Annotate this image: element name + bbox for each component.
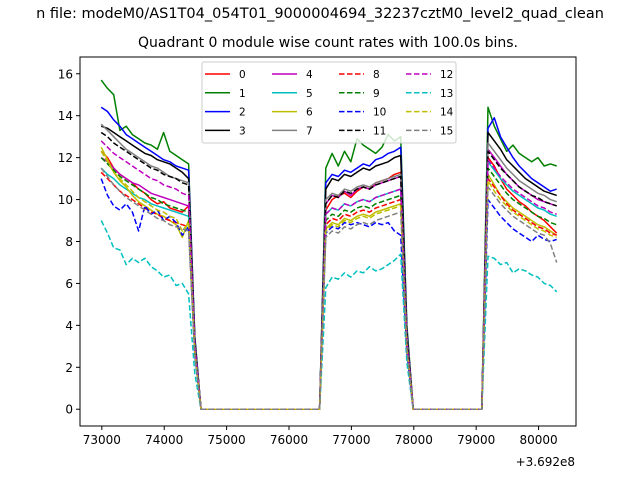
legend-box (201, 61, 457, 144)
y-axis: 0 2 4 6 8 10 12 14 16 (58, 67, 80, 417)
x-tick-label: 75000 (208, 433, 246, 447)
legend-item-4: 4 (272, 69, 313, 81)
series-line-12 (100, 140, 557, 410)
legend-label: 11 (373, 125, 386, 137)
y-tick-label: 0 (65, 403, 73, 417)
legend-label: 8 (373, 69, 380, 81)
legend-label: 14 (440, 107, 454, 119)
series-line-15 (100, 167, 558, 410)
x-offset-label: +3.692e8 (516, 455, 575, 469)
series-line-11 (100, 131, 557, 410)
legend-item-14: 14 (406, 107, 454, 119)
legend-label: 5 (306, 88, 313, 100)
y-tick-label: 16 (58, 67, 73, 81)
x-tick-label: 77000 (332, 433, 370, 447)
legend-item-7: 7 (272, 125, 313, 137)
legend-label: 12 (440, 69, 453, 81)
legend-label: 6 (306, 107, 313, 119)
legend-item-12: 12 (406, 69, 453, 81)
x-axis: 73000 74000 75000 76000 77000 78000 79000 80000 (83, 426, 558, 447)
legend-label: 13 (440, 88, 453, 100)
legend-label: 0 (239, 69, 246, 81)
x-tick-label: 79000 (457, 433, 495, 447)
figure-suptitle: n file: modeM0/AS1T04_054T01_9000004694_… (36, 6, 604, 22)
chart-title: Quadrant 0 module wise count rates with … (138, 35, 518, 51)
x-tick-label: 74000 (145, 433, 183, 447)
legend-label: 3 (239, 125, 246, 137)
y-tick-label: 10 (58, 193, 73, 207)
legend-item-9: 9 (339, 88, 380, 100)
series-line-13 (100, 220, 558, 410)
legend-item-13: 13 (406, 88, 453, 100)
legend-label: 10 (373, 107, 386, 119)
legend-item-2: 2 (205, 107, 246, 119)
legend-item-1: 1 (205, 88, 246, 100)
legend-item-6: 6 (272, 107, 313, 119)
legend-label: 15 (440, 125, 453, 137)
y-tick-label: 8 (65, 235, 73, 249)
legend-label: 2 (239, 107, 246, 119)
legend-item-10: 10 (339, 107, 386, 119)
y-tick-label: 12 (58, 151, 73, 165)
legend-label: 9 (373, 88, 380, 100)
y-tick-label: 14 (58, 109, 73, 123)
legend-item-0: 0 (205, 69, 246, 81)
legend-item-11: 11 (339, 125, 386, 137)
legend-label: 4 (306, 69, 313, 81)
legend-item-15: 15 (406, 125, 453, 137)
plot-area (100, 79, 558, 410)
legend-item-8: 8 (339, 69, 380, 81)
x-tick-label: 73000 (83, 433, 121, 447)
legend-item-5: 5 (272, 88, 313, 100)
x-tick-label: 78000 (395, 433, 433, 447)
y-tick-label: 2 (65, 361, 73, 375)
y-tick-label: 6 (65, 277, 73, 291)
legend-item-3: 3 (205, 125, 246, 137)
series-line-14 (100, 150, 557, 410)
legend-label: 1 (239, 88, 246, 100)
x-tick-label: 76000 (270, 433, 308, 447)
y-tick-label: 4 (65, 319, 73, 333)
series-line-10 (100, 178, 557, 410)
legend-label: 7 (306, 125, 313, 137)
x-tick-label: 80000 (519, 433, 557, 447)
